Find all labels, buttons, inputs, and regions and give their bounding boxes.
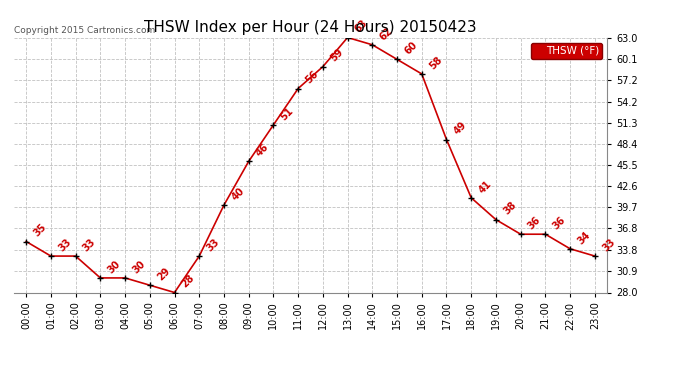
Text: 38: 38 <box>502 200 518 217</box>
Text: Copyright 2015 Cartronics.com: Copyright 2015 Cartronics.com <box>14 26 155 35</box>
Text: 33: 33 <box>57 237 73 253</box>
Text: 29: 29 <box>155 266 172 282</box>
Text: 34: 34 <box>575 230 592 246</box>
Text: 30: 30 <box>106 258 123 275</box>
Legend: THSW (°F): THSW (°F) <box>531 43 602 59</box>
Text: 56: 56 <box>304 69 320 86</box>
Title: THSW Index per Hour (24 Hours) 20150423: THSW Index per Hour (24 Hours) 20150423 <box>144 20 477 35</box>
Text: 33: 33 <box>600 237 617 253</box>
Text: 59: 59 <box>328 47 345 64</box>
Text: 49: 49 <box>452 120 469 137</box>
Text: 35: 35 <box>32 222 48 239</box>
Text: 28: 28 <box>180 273 197 290</box>
Text: 36: 36 <box>526 215 543 231</box>
Text: 63: 63 <box>353 18 370 35</box>
Text: 36: 36 <box>551 215 568 231</box>
Text: 46: 46 <box>254 142 271 159</box>
Text: 60: 60 <box>402 40 420 57</box>
Text: 40: 40 <box>230 186 246 202</box>
Text: 33: 33 <box>81 237 98 253</box>
Text: 51: 51 <box>279 105 295 122</box>
Text: 58: 58 <box>427 54 444 71</box>
Text: 41: 41 <box>477 178 493 195</box>
Text: 33: 33 <box>205 237 221 253</box>
Text: 62: 62 <box>378 26 395 42</box>
Text: 30: 30 <box>130 258 147 275</box>
